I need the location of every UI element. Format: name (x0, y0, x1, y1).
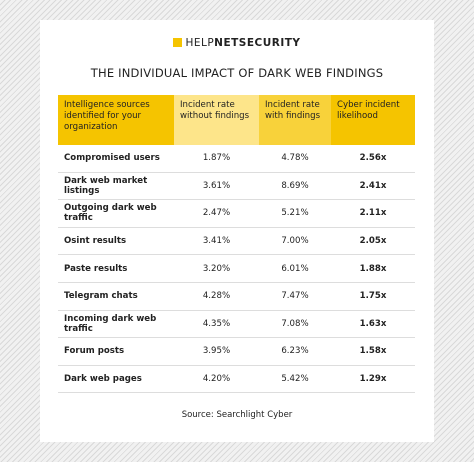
table-cell: 1.58x (359, 346, 387, 357)
table-cell: Forum posts (64, 346, 125, 357)
table-cell: 7.47% (281, 291, 309, 302)
table-cell: 1.29x (359, 374, 387, 385)
table-cell: Telegram chats (64, 291, 138, 302)
table-cell: Outgoing dark web traffic (64, 203, 157, 224)
table-cell: 1.88x (359, 263, 387, 274)
logo-mark (173, 38, 183, 47)
table-row: Dark web market listings 3.61% 8.69% 2.41x (58, 173, 415, 201)
source: Source: Searchlight Cyber (181, 410, 293, 420)
header-row: Intelligence sources identified for your… (58, 95, 415, 145)
table-cell: 3.61% (202, 180, 231, 191)
table: Intelligence sources identified for your… (58, 95, 415, 394)
table-cell: Dark web market listings (64, 175, 148, 196)
table-cell: 1.75x (359, 291, 387, 302)
table-cell: 2.47% (202, 208, 231, 219)
table-row: Incoming dark web traffic 4.35% 7.08% 1.63x (58, 311, 415, 339)
table-cell: 4.28% (202, 291, 231, 302)
logo-text: NETSECURITY (214, 37, 301, 49)
table-row: Compromised users 1.87% 4.78% 2.56x (58, 145, 415, 173)
table-row: Paste results 3.20% 6.01% 1.88x (58, 255, 415, 283)
table-cell: Osint results (64, 236, 127, 247)
table-cell: 2.56x (359, 153, 387, 164)
logo-text: HELP (185, 37, 215, 49)
header-cell: Incident rate with findings (259, 95, 331, 145)
table-cell: Dark web pages (64, 374, 142, 385)
table-cell: 7.00% (281, 236, 309, 247)
table-cell: 5.42% (281, 374, 309, 385)
table-cell: 3.20% (202, 263, 231, 274)
table-cell: 2.41x (359, 180, 387, 191)
table-cell: 6.01% (281, 263, 309, 274)
table-cell: 6.23% (281, 346, 309, 357)
title: THE INDIVIDUAL IMPACT OF DARK WEB FINDIN… (90, 66, 384, 80)
table-cell: 3.41% (202, 236, 231, 247)
table-cell: 2.05x (359, 236, 387, 247)
table-row: Outgoing dark web traffic 2.47% 5.21% 2.11x (58, 200, 415, 228)
table-cell: 4.78% (281, 153, 309, 164)
table-row: Forum posts 3.95% 6.23% 1.58x (58, 338, 415, 366)
header-cell: Intelligence sources identified for your… (58, 95, 174, 145)
table-cell: 2.11x (359, 208, 387, 219)
table-cell: 4.35% (202, 318, 231, 329)
table-cell: Compromised users (64, 153, 160, 164)
table-cell: 7.08% (281, 318, 309, 329)
logo: HELPNETSECURITY (40, 37, 434, 49)
table-cell: Paste results (64, 263, 128, 274)
header-cell: Incident rate without findings (174, 95, 259, 145)
table-cell: 1.87% (202, 153, 231, 164)
table-cell: 8.69% (281, 180, 309, 191)
table-row: Telegram chats 4.28% 7.47% 1.75x (58, 283, 415, 311)
table-cell: 1.63x (359, 318, 387, 329)
table-cell: 3.95% (202, 346, 231, 357)
header-cell: Cyber incident likelihood (331, 95, 415, 145)
table-cell: 4.20% (202, 374, 231, 385)
card: HELPNETSECURITY THE INDIVIDUAL IMPACT OF… (40, 20, 434, 442)
table-row: Dark web pages 4.20% 5.42% 1.29x (58, 366, 415, 394)
table-cell: 5.21% (281, 208, 309, 219)
table-cell: Incoming dark web traffic (64, 313, 157, 334)
table-row: Osint results 3.41% 7.00% 2.05x (58, 228, 415, 256)
